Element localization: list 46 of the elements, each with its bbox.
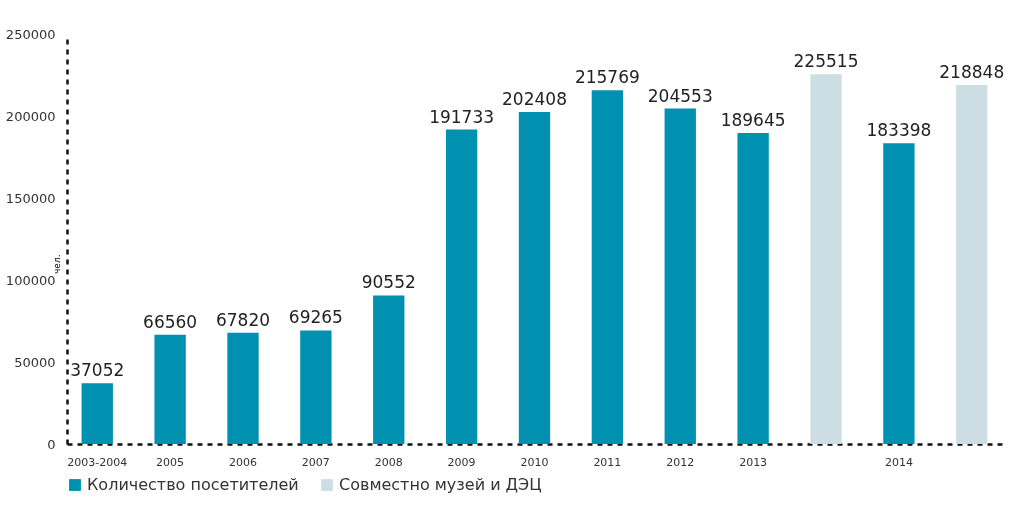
data-label: 204553: [647, 85, 713, 106]
bar: [591, 90, 624, 444]
x-tick-label: 2010: [520, 455, 549, 469]
legend-label: Количество посетителей: [87, 475, 299, 494]
x-tick-label: 2013: [739, 455, 768, 469]
bar: [664, 108, 696, 444]
bar: [883, 143, 915, 444]
data-label: 69265: [288, 307, 343, 328]
data-label: 202408: [502, 89, 567, 110]
data-label: 37052: [70, 360, 125, 381]
y-tick-label: 100000: [5, 272, 56, 288]
x-tick-label: 2006: [229, 455, 257, 469]
y-tick-label: 50000: [14, 354, 56, 370]
legend-label: Совместно музей и ДЭЦ: [339, 475, 542, 494]
bar: [300, 330, 332, 444]
data-label: 183398: [866, 120, 932, 141]
y-axis-title: чел.: [51, 254, 62, 274]
data-label: 215769: [574, 67, 640, 88]
bar: [81, 383, 113, 444]
data-label: 67820: [215, 309, 271, 330]
x-tick-label: 2012: [666, 455, 695, 469]
bar: [956, 85, 988, 444]
bar: [445, 129, 478, 444]
y-tick-label: 200000: [5, 108, 56, 124]
y-tick-label: 150000: [5, 190, 56, 206]
x-tick-label: 2011: [593, 455, 622, 469]
data-label: 218848: [939, 62, 1005, 83]
data-label: 90552: [361, 272, 416, 293]
x-tick-label: 2008: [374, 455, 403, 469]
bar: [373, 295, 405, 444]
bar: [154, 334, 186, 444]
y-tick-label: 250000: [5, 26, 56, 42]
bar: [737, 132, 769, 444]
data-label: 191733: [429, 106, 495, 127]
data-label: 189645: [720, 109, 786, 130]
x-tick-label: 2014: [884, 455, 913, 469]
y-tick-label: 0: [47, 436, 56, 452]
bar: [810, 74, 842, 444]
x-tick-label: 2009: [447, 455, 476, 469]
data-label: 225515: [793, 51, 859, 72]
x-tick-label: 2003-2004: [67, 455, 128, 469]
x-tick-label: 2005: [156, 455, 185, 469]
bar: [227, 332, 259, 444]
x-tick-label: 2007: [301, 455, 330, 469]
bar: [518, 112, 551, 444]
data-label: 66560: [143, 311, 198, 332]
